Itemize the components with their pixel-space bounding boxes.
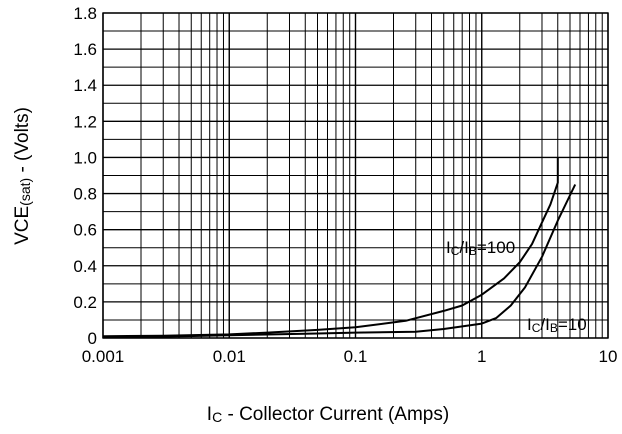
y-tick-label: 0.8 bbox=[73, 185, 97, 204]
y-tick-label: 1.2 bbox=[73, 112, 97, 131]
chart-grid bbox=[102, 12, 609, 339]
series-line-0 bbox=[102, 157, 559, 338]
x-tick-label: 0.01 bbox=[213, 347, 246, 366]
y-tick-label: 1.8 bbox=[73, 4, 97, 23]
chart-curves bbox=[102, 157, 577, 339]
y-tick-label: 0.6 bbox=[73, 221, 97, 240]
x-axis-title: IC - Collector Current (Amps) bbox=[207, 404, 449, 425]
y-tick-label: 0.4 bbox=[73, 257, 97, 276]
y-axis-title: VCE(sat) - (Volts) bbox=[12, 107, 33, 245]
series-line-1 bbox=[102, 184, 577, 339]
x-tick-label: 10 bbox=[599, 347, 618, 366]
x-tick-label: 1 bbox=[477, 347, 486, 366]
x-tick-label: 0.001 bbox=[82, 347, 125, 366]
series-label-ic-ib-100: IC/IB=100 bbox=[446, 238, 515, 258]
x-tick-labels: 0.001 0.01 0.1 1 10 bbox=[82, 347, 618, 366]
plot-frame bbox=[102, 12, 609, 339]
x-tick-label: 0.1 bbox=[344, 347, 368, 366]
y-tick-labels: 1.8 1.6 1.4 1.2 1.0 0.8 0.6 0.4 0.2 0 bbox=[73, 4, 97, 348]
series-label-ic-ib-10: IC/IB=10 bbox=[527, 315, 587, 335]
y-tick-label: 0.2 bbox=[73, 293, 97, 312]
y-tick-label: 1.4 bbox=[73, 76, 97, 95]
y-tick-label: 1.0 bbox=[73, 148, 97, 167]
y-tick-label: 0 bbox=[88, 329, 97, 348]
y-tick-label: 1.6 bbox=[73, 40, 97, 59]
